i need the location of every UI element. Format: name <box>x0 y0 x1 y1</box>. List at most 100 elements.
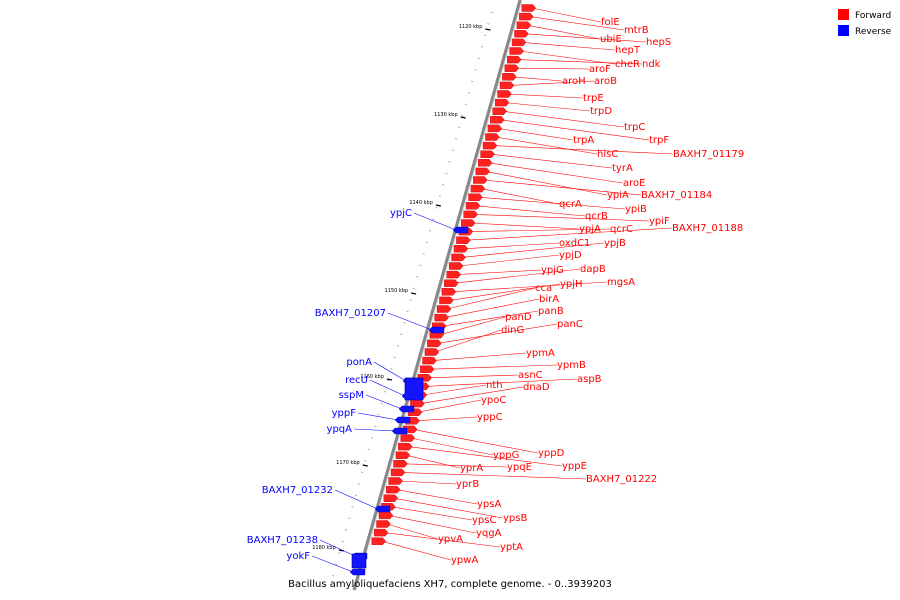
gene-label-BAXH7_01188[interactable]: BAXH7_01188 <box>672 223 743 234</box>
gene-glyph-yprB[interactable] <box>388 477 403 485</box>
gene-glyph-BAXH7_01184[interactable] <box>473 176 488 184</box>
gene-label-yppD[interactable]: yppD <box>538 448 565 459</box>
gene-glyph-yqgA[interactable] <box>378 511 394 520</box>
gene-label-ypqE[interactable]: ypqE <box>507 462 532 473</box>
gene-label-ubiE[interactable]: ubiE <box>600 34 622 45</box>
gene-label-ypjG[interactable]: ypjG <box>541 265 564 276</box>
gene-glyph-oxdC1[interactable] <box>453 245 469 253</box>
gene-glyph-trpC[interactable] <box>492 107 507 115</box>
gene-label-ypjC[interactable]: ypjC <box>390 208 412 219</box>
gene-label-aroE[interactable]: aroE <box>623 178 645 189</box>
gene-label-panC[interactable]: panC <box>557 319 583 330</box>
gene-label-panD[interactable]: panD <box>505 312 532 323</box>
gene-glyph-cheR[interactable] <box>509 47 524 55</box>
gene-glyph-trpE[interactable] <box>497 90 512 98</box>
gene-label-qcrC[interactable]: qcrC <box>610 224 633 235</box>
gene-label-ypqA[interactable]: ypqA <box>327 424 353 435</box>
gene-glyph-panC[interactable] <box>427 339 442 348</box>
gene-label-BAXH7_01179[interactable]: BAXH7_01179 <box>673 149 744 160</box>
gene-glyph-sspM[interactable] <box>398 405 415 413</box>
gene-label-ypwA[interactable]: ypwA <box>451 555 478 566</box>
gene-label-yprB[interactable]: yprB <box>456 479 479 490</box>
gene-glyph-aroH[interactable] <box>502 73 517 81</box>
gene-glyph-ypjB[interactable] <box>451 253 466 262</box>
gene-glyph-trpF[interactable] <box>490 116 505 124</box>
gene-glyph-ypjD[interactable] <box>448 262 464 270</box>
gene-glyph-yptA[interactable] <box>373 528 389 537</box>
gene-glyph-birA[interactable] <box>434 313 449 322</box>
gene-glyph-mgsA[interactable] <box>441 288 457 296</box>
gene-label-ypmA[interactable]: ypmA <box>526 348 555 359</box>
gene-glyph-folE[interactable] <box>521 4 537 12</box>
gene-label-BAXH7_01222[interactable]: BAXH7_01222 <box>586 474 657 485</box>
gene-glyph-yppG[interactable] <box>400 434 416 442</box>
gene-glyph-ypiA[interactable] <box>475 167 491 176</box>
gene-glyph-trpA[interactable] <box>487 124 503 133</box>
gene-glyph-hepS[interactable] <box>514 30 529 38</box>
gene-glyph-aroB[interactable] <box>499 81 515 90</box>
gene-glyph-dinG[interactable] <box>424 348 440 356</box>
gene-label-BAXH7_01184[interactable]: BAXH7_01184 <box>641 190 712 201</box>
gene-label-yqgA[interactable]: yqgA <box>476 528 502 539</box>
gene-label-yprA[interactable]: yprA <box>460 463 483 474</box>
gene-glyph-cca[interactable] <box>436 305 452 313</box>
gene-glyph-ypwA[interactable] <box>371 537 386 545</box>
gene-glyph-ypjG[interactable] <box>446 270 461 279</box>
reverse-gene-block[interactable] <box>404 377 424 401</box>
gene-label-aroB[interactable]: aroB <box>594 76 617 87</box>
gene-label-asnC[interactable]: asnC <box>518 370 543 381</box>
gene-glyph-trpD[interactable] <box>494 98 510 107</box>
gene-glyph-aroF[interactable] <box>504 64 520 72</box>
gene-label-dnaD[interactable]: dnaD <box>523 382 550 393</box>
gene-glyph-yppE[interactable] <box>398 442 413 451</box>
gene-glyph-ypmA[interactable] <box>422 356 437 365</box>
gene-label-tyrA[interactable]: tyrA <box>612 163 633 174</box>
gene-label-ypiF[interactable]: ypiF <box>649 216 670 227</box>
gene-glyph-ubiE[interactable] <box>516 21 532 29</box>
gene-label-ypsB[interactable]: ypsB <box>503 513 527 524</box>
gene-label-recU[interactable]: recU <box>345 375 368 386</box>
gene-label-yokF[interactable]: yokF <box>286 551 310 562</box>
gene-label-ypoC[interactable]: ypoC <box>481 395 506 406</box>
gene-label-ypiB[interactable]: ypiB <box>625 204 647 215</box>
gene-label-ypjH[interactable]: ypjH <box>560 279 583 290</box>
gene-label-oxdC1[interactable]: oxdC1 <box>559 238 590 249</box>
gene-glyph-ypqA[interactable] <box>391 427 408 435</box>
gene-glyph-aroE[interactable] <box>477 159 493 167</box>
gene-label-yppE[interactable]: yppE <box>562 461 587 472</box>
gene-label-hepT[interactable]: hepT <box>615 45 641 56</box>
gene-glyph-ndk[interactable] <box>507 55 522 64</box>
gene-label-birA[interactable]: birA <box>539 294 559 305</box>
gene-glyph-tyrA[interactable] <box>480 150 495 158</box>
gene-glyph-ypmB[interactable] <box>419 365 435 373</box>
gene-label-dinG[interactable]: dinG <box>501 325 524 336</box>
gene-label-ponA[interactable]: ponA <box>346 357 372 368</box>
gene-glyph-BAXH7_01179[interactable] <box>482 141 498 150</box>
gene-label-trpF[interactable]: trpF <box>649 135 669 146</box>
gene-glyph-ypjC[interactable] <box>452 226 469 234</box>
gene-label-ypiA[interactable]: ypiA <box>607 190 629 201</box>
gene-label-hisC[interactable]: hisC <box>597 149 618 160</box>
gene-glyph-qcrA[interactable] <box>470 184 486 193</box>
reverse-gene-block[interactable] <box>351 553 367 569</box>
gene-label-ypjA[interactable]: ypjA <box>579 224 601 235</box>
gene-glyph-ypsA[interactable] <box>386 485 401 494</box>
gene-label-yppC[interactable]: yppC <box>477 412 503 423</box>
gene-glyph-BAXH7_01188[interactable] <box>456 236 471 244</box>
gene-glyph-qcrB[interactable] <box>465 202 481 210</box>
gene-label-qcrA[interactable]: qcrA <box>559 199 582 210</box>
gene-glyph-hisC[interactable] <box>485 133 500 141</box>
gene-label-aspB[interactable]: aspB <box>577 374 602 385</box>
gene-label-ypjB[interactable]: ypjB <box>604 238 626 249</box>
gene-label-sspM[interactable]: sspM <box>339 390 364 401</box>
gene-glyph-mtrB[interactable] <box>519 12 534 21</box>
gene-label-aroH[interactable]: aroH <box>562 76 586 87</box>
gene-label-ndk[interactable]: ndk <box>642 59 661 70</box>
gene-label-nth[interactable]: nth <box>486 380 503 391</box>
gene-glyph-ypiB[interactable] <box>468 193 483 201</box>
gene-glyph-BAXH7_01207[interactable] <box>428 326 445 334</box>
gene-label-BAXH7_01232[interactable]: BAXH7_01232 <box>262 485 333 496</box>
gene-label-BAXH7_01207[interactable]: BAXH7_01207 <box>315 308 386 319</box>
gene-label-cca[interactable]: cca <box>535 283 552 294</box>
gene-label-trpA[interactable]: trpA <box>573 135 594 146</box>
